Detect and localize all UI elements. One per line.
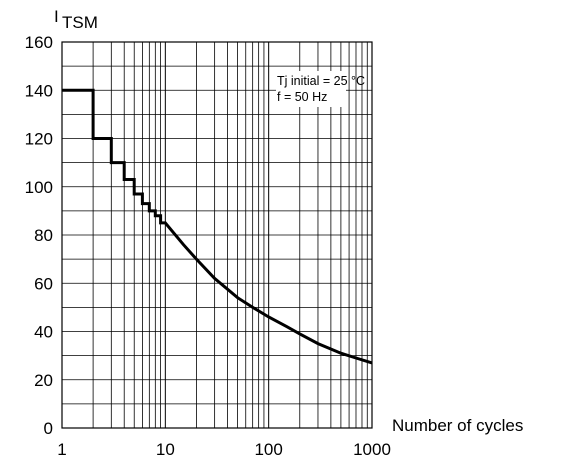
y-tick-label: 60 [34,274,53,293]
y-tick-label: 40 [34,323,53,342]
x-axis-label: Number of cycles [392,416,523,435]
annotation-tj-initial: Tj initial = 25 °C [277,74,365,88]
y-tick-label: 140 [25,81,53,100]
annotation-frequency: f = 50 Hz [277,90,327,104]
y-axis-label: I [54,7,59,26]
tick-labels: 0 20 40 60 80 100 120 140 160 1 10 100 1000 [25,33,391,459]
x-tick-label: 1 [57,440,66,459]
y-tick-label: 20 [34,371,53,390]
x-tick-label: 10 [156,440,175,459]
y-axis-label-subscript: TSM [62,13,98,32]
annotation-background [276,71,346,107]
plot-frame [61,41,373,429]
x-tick-label: 100 [254,440,282,459]
surge-current-curve [62,88,373,365]
y-tick-label: 160 [25,33,53,52]
annotation-box: Tj initial = 25 °C f = 50 Hz [276,71,365,107]
y-tick-label: 0 [44,419,53,438]
y-tick-label: 120 [25,130,53,149]
x-tick-label: 1000 [353,440,391,459]
y-tick-label: 80 [34,226,53,245]
y-tick-label: 100 [25,178,53,197]
